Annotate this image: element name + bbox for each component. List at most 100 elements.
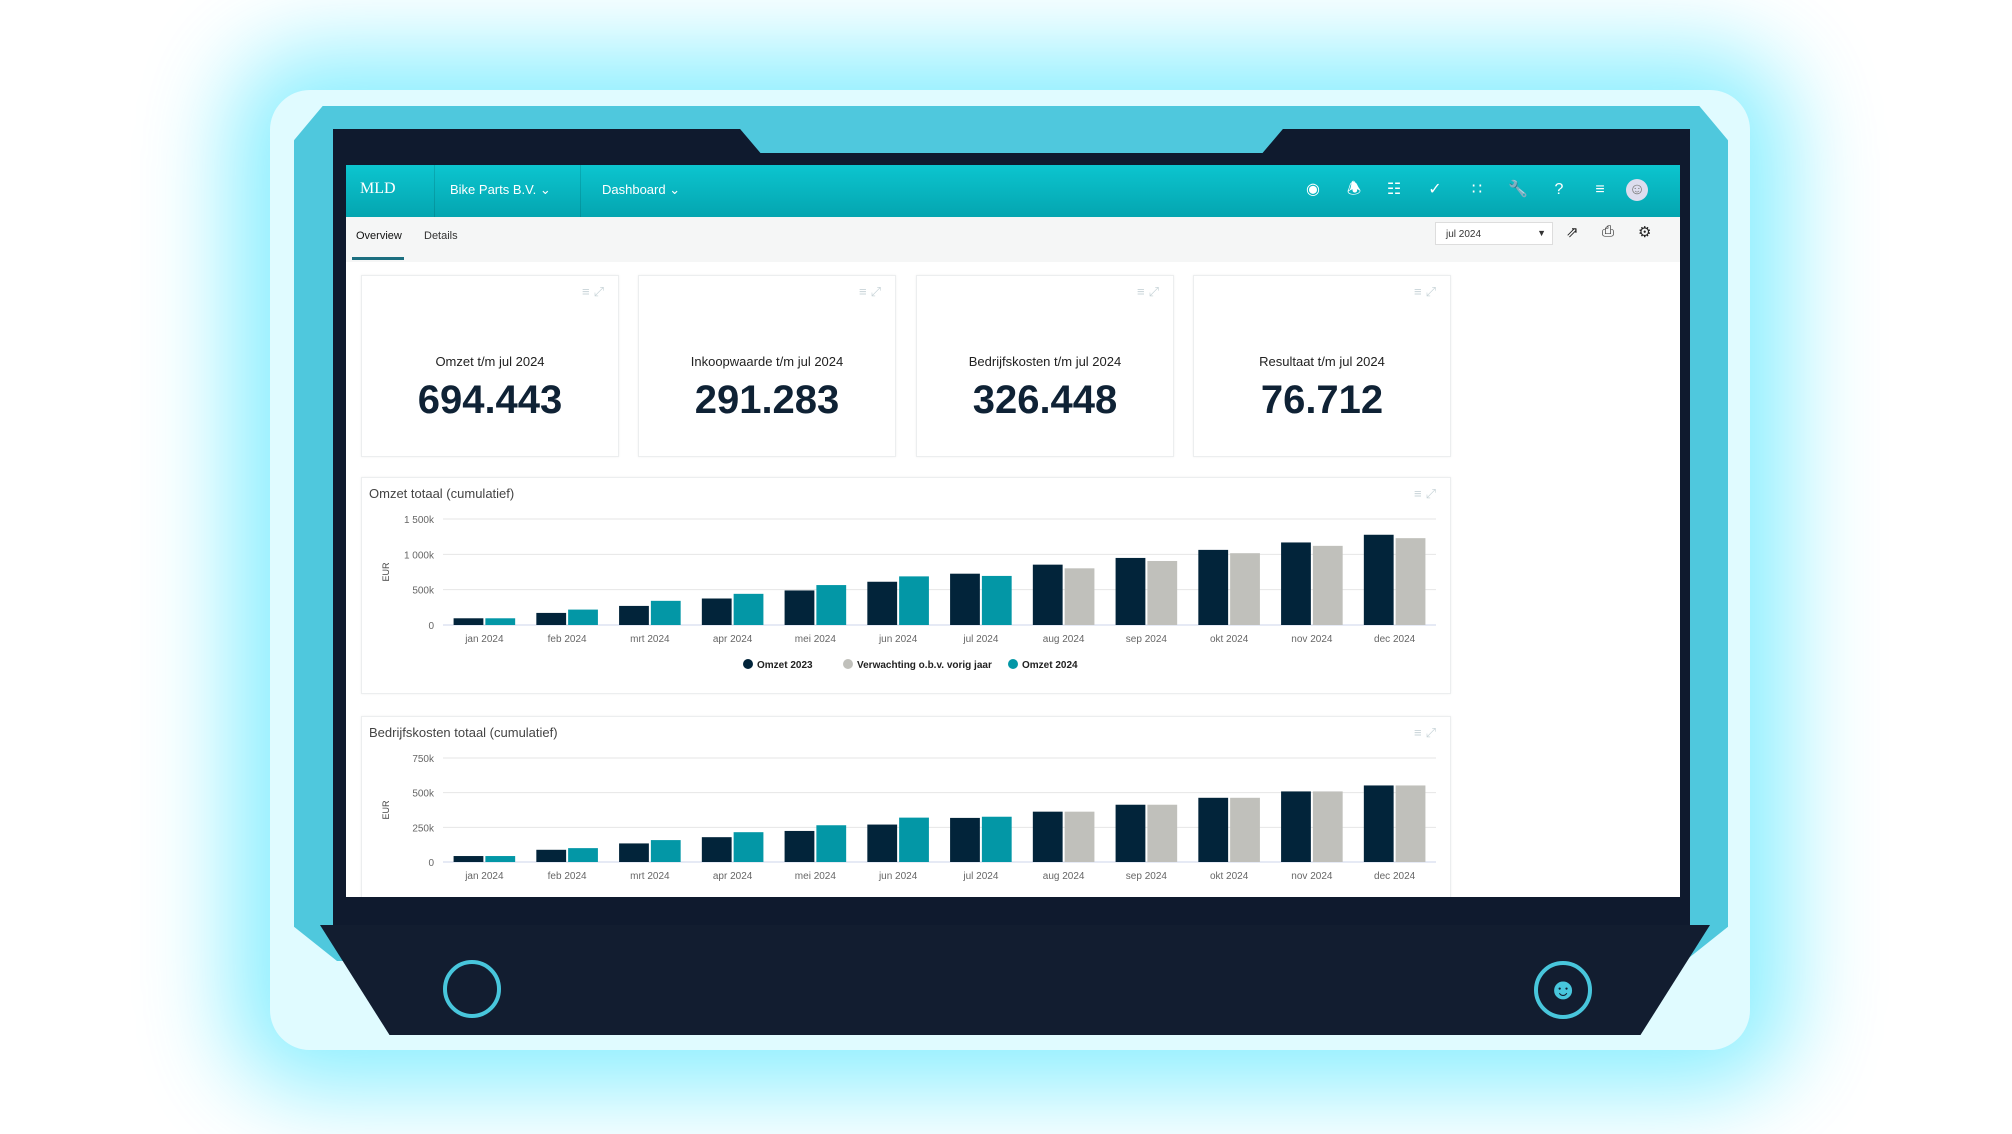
x-tick-label: jul 2024 xyxy=(962,634,998,645)
chart-title: Bedrijfskosten totaal (cumulatief) xyxy=(369,725,558,740)
y-axis-label: EUR xyxy=(381,562,391,582)
y-tick-label: 250k xyxy=(412,823,435,834)
card-menu-expand-icons[interactable]: ≡⤢ xyxy=(1414,725,1440,740)
x-tick-label: nov 2024 xyxy=(1291,871,1333,882)
bar-omzet-2023 xyxy=(1032,811,1063,862)
card-menu-expand-icons[interactable]: ≡⤢ xyxy=(1414,486,1440,501)
bar-omzet-2023 xyxy=(536,612,567,625)
kpi-card-bedrijfskosten: ≡⤢ Bedrijfskosten t/m jul 2024 326.448 xyxy=(916,275,1174,457)
circle-icon xyxy=(443,960,501,1018)
bar-omzet-2023 xyxy=(619,605,649,625)
legend-item: Omzet 2024 xyxy=(1022,660,1078,671)
y-tick-label: 500k xyxy=(412,789,435,800)
bar-omzet-2024 xyxy=(899,576,929,625)
bar-verwachting-o-b-v-vorig-jaar xyxy=(1312,545,1343,625)
caret-down-icon: ▼ xyxy=(1537,228,1546,238)
y-tick-label: 750k xyxy=(412,754,435,765)
bar-verwachting-o-b-v-vorig-jaar xyxy=(1312,791,1343,862)
menu-icon[interactable]: ≡ xyxy=(1595,181,1605,198)
y-tick-label: 0 xyxy=(428,858,434,869)
kpi-label: Resultaat t/m jul 2024 xyxy=(1259,354,1385,369)
x-tick-label: jul 2024 xyxy=(962,871,998,882)
wrench-icon[interactable]: 🔧 xyxy=(1508,181,1528,198)
bar-omzet-2023 xyxy=(1281,791,1311,862)
y-tick-label: 1 000k xyxy=(404,550,435,561)
check-circle-icon[interactable]: ✓ xyxy=(1428,181,1442,198)
avatar[interactable]: ☺ xyxy=(1626,179,1648,201)
bar-verwachting-o-b-v-vorig-jaar xyxy=(1230,797,1260,862)
export-icon[interactable]: ⇗ xyxy=(1566,224,1579,241)
chart-card-bedrijfskosten: ≡⤢ Bedrijfskosten totaal (cumulatief) 0 2… xyxy=(361,716,1451,897)
frame-bottom-panel xyxy=(320,925,1710,1035)
tab-details[interactable]: Details xyxy=(424,230,458,242)
bar-verwachting-o-b-v-vorig-jaar xyxy=(1147,560,1178,625)
workflow-icon[interactable]: ☷ xyxy=(1386,181,1402,198)
bell-icon[interactable]: 🕭 xyxy=(1346,181,1362,198)
x-tick-label: okt 2024 xyxy=(1210,634,1249,645)
bar-omzet-2023 xyxy=(1032,564,1063,625)
apps-grid-icon[interactable]: ∷ xyxy=(1471,181,1483,198)
company-selector[interactable]: Bike Parts B.V. ⌄ xyxy=(450,182,551,197)
bar-verwachting-o-b-v-vorig-jaar xyxy=(1395,785,1426,862)
tab-bar: Overview Details jul 2024 ▼ ⇗ ⎙ ⚙ xyxy=(346,217,1680,262)
bar-omzet-2024 xyxy=(733,593,764,625)
bar-verwachting-o-b-v-vorig-jaar xyxy=(1230,553,1260,625)
tab-overview[interactable]: Overview xyxy=(356,230,402,242)
legend-item: Omzet 2023 xyxy=(757,660,813,671)
bar-omzet-2023 xyxy=(867,824,898,862)
eye-icon[interactable]: ◉ xyxy=(1306,181,1320,198)
settings-icon[interactable]: ⚙ xyxy=(1638,224,1652,241)
chart-card-omzet: ≡⤢ Omzet totaal (cumulatief) 0 500k 1 000k… xyxy=(361,477,1451,694)
card-menu-expand-icons[interactable]: ≡⤢ xyxy=(582,284,608,299)
x-tick-label: mrt 2024 xyxy=(630,871,670,882)
bar-omzet-2024 xyxy=(568,609,598,625)
y-axis-label: EUR xyxy=(381,800,391,820)
legend-item: Verwachting o.b.v. vorig jaar xyxy=(857,660,992,671)
bar-omzet-2024 xyxy=(650,600,681,625)
print-icon[interactable]: ⎙ xyxy=(1602,223,1615,240)
dashboard-screen: MLD Bike Parts B.V. ⌄ Dashboard ⌄ ◉ 🕭 ☷ … xyxy=(346,165,1680,897)
bar-omzet-2024 xyxy=(568,848,598,862)
x-tick-label: jun 2024 xyxy=(878,634,918,645)
bar-omzet-2023 xyxy=(453,618,484,625)
dashboard-menu[interactable]: Dashboard ⌄ xyxy=(602,182,681,197)
kpi-value: 326.448 xyxy=(972,378,1118,422)
bar-omzet-2024 xyxy=(899,817,929,862)
legend-marker xyxy=(743,659,753,669)
x-tick-label: dec 2024 xyxy=(1374,634,1416,645)
x-tick-label: jan 2024 xyxy=(464,634,504,645)
bar-omzet-2023 xyxy=(867,581,898,625)
x-tick-label: apr 2024 xyxy=(713,634,753,645)
active-tab-indicator xyxy=(352,257,404,260)
kpi-value: 694.443 xyxy=(417,378,563,422)
kpi-label: Omzet t/m jul 2024 xyxy=(435,354,545,369)
x-tick-label: sep 2024 xyxy=(1126,871,1168,882)
x-tick-label: aug 2024 xyxy=(1043,871,1085,882)
bar-omzet-2023 xyxy=(1198,549,1229,625)
help-icon[interactable]: ? xyxy=(1554,181,1564,198)
period-select[interactable]: jul 2024 ▼ xyxy=(1435,222,1553,245)
card-menu-expand-icons[interactable]: ≡⤢ xyxy=(1137,284,1163,299)
bar-omzet-2024 xyxy=(816,825,847,862)
x-tick-label: aug 2024 xyxy=(1043,634,1085,645)
x-tick-label: jun 2024 xyxy=(878,871,918,882)
kpi-card-omzet: ≡⤢ Omzet t/m jul 2024 694.443 xyxy=(361,275,619,457)
bar-omzet-2023 xyxy=(1363,785,1394,862)
bar-omzet-2024 xyxy=(981,816,1012,862)
bar-omzet-2024 xyxy=(733,832,764,862)
bar-omzet-2023 xyxy=(950,573,980,625)
user-icon: ☻ xyxy=(1534,961,1592,1019)
bar-omzet-2023 xyxy=(950,817,980,862)
period-value: jul 2024 xyxy=(1446,229,1482,240)
dashboard-label: Dashboard xyxy=(602,182,666,197)
card-menu-expand-icons[interactable]: ≡⤢ xyxy=(1414,284,1440,299)
card-menu-expand-icons[interactable]: ≡⤢ xyxy=(859,284,885,299)
bar-omzet-2023 xyxy=(784,830,815,862)
omzet-chart: 0 500k 1 000k 1 500k EUR jan 2024 feb 2024 mrt … xyxy=(381,515,1436,671)
x-tick-label: sep 2024 xyxy=(1126,634,1168,645)
bar-omzet-2023 xyxy=(453,856,484,862)
kpi-label: Inkoopwaarde t/m jul 2024 xyxy=(690,354,844,369)
company-label: Bike Parts B.V. xyxy=(450,182,537,197)
bar-omzet-2023 xyxy=(536,849,567,862)
bar-omzet-2023 xyxy=(1115,804,1146,862)
